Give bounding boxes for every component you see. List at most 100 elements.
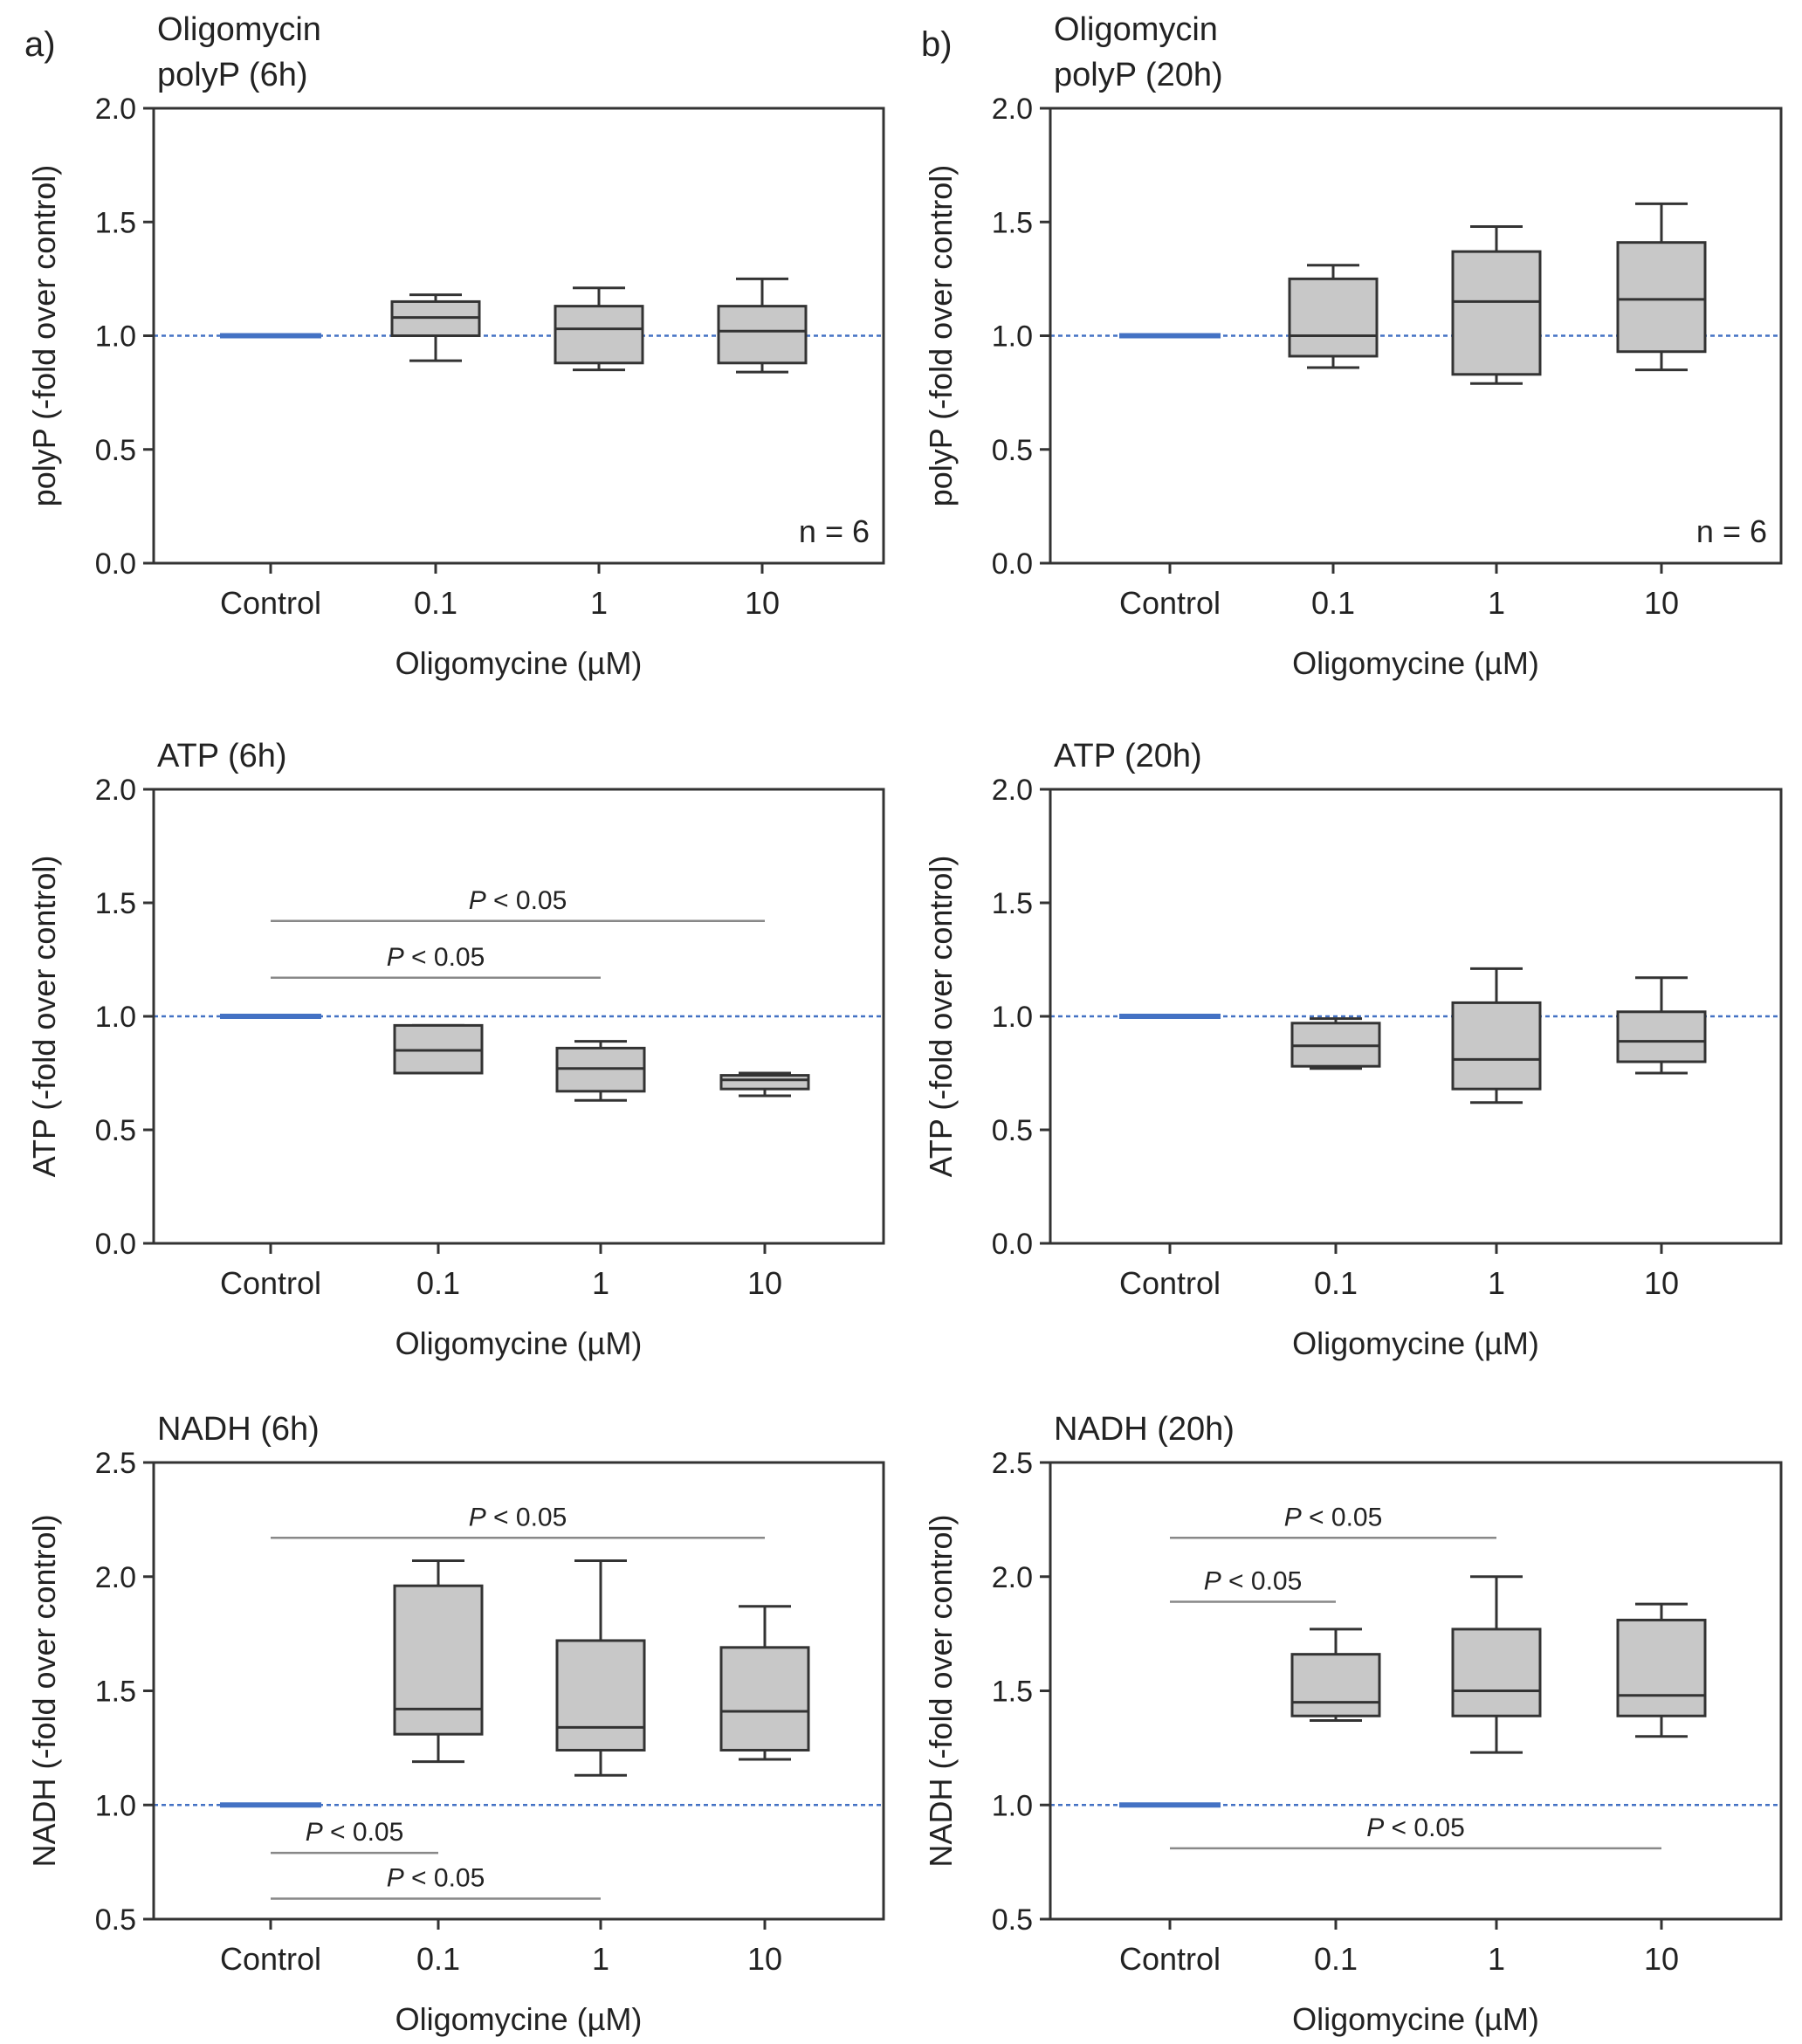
x-tick-label: Control (220, 1265, 321, 1301)
significance-label: P < 0.05 (1366, 1813, 1465, 1842)
y-tick-label: 1.0 (992, 1789, 1033, 1822)
significance-text: < 0.05 (1302, 1503, 1383, 1531)
box-0.1 (393, 1023, 484, 1075)
significance-text: < 0.05 (404, 1863, 485, 1892)
box-body (1451, 1628, 1542, 1717)
y-tick-label: 1.5 (95, 206, 136, 239)
panel-title: NADH (20h) (1054, 1411, 1235, 1448)
panel-4: ATP (20h) 0.0 0.5 1.0 1.5 2.0 Control 0.1 1 10 Oli… (923, 738, 1783, 1361)
box-1 (555, 1559, 646, 1777)
significance-p: P (469, 1503, 486, 1531)
significance-p: P (469, 886, 486, 915)
box-0.1 (390, 293, 481, 362)
panel-3: ATP (6h)P < 0.05P < 0.050.00.51.01.52.0C… (26, 738, 885, 1361)
significance-p: P (387, 943, 404, 972)
y-tick-label: 0.0 (95, 547, 136, 581)
x-tick-label: 10 (1644, 1265, 1679, 1301)
panel-title: ATP (20h) (1054, 738, 1202, 774)
y-tick-label: 2.0 (95, 93, 136, 126)
x-tick-label: 10 (1644, 1941, 1679, 1977)
box-body (554, 305, 644, 365)
x-tick-label: 0.1 (1314, 1941, 1358, 1977)
x-tick-label: 0.1 (416, 1265, 460, 1301)
box-body (717, 305, 808, 365)
significance-label: P < 0.05 (306, 1818, 404, 1847)
panel-5: NADH (6h)P < 0.05P < 0.05P < 0.050.51.01… (26, 1411, 885, 2037)
panel-letter: a) (24, 25, 56, 64)
y-tick-label: 0.5 (95, 1114, 136, 1147)
box-0.1 (1288, 264, 1379, 369)
x-axis-title: Oligomycine (µM) (395, 645, 643, 681)
significance-label: P < 0.05 (1204, 1567, 1303, 1596)
box-10 (1616, 976, 1707, 1075)
significance-text: < 0.05 (1221, 1567, 1303, 1596)
y-tick-label: 2.0 (95, 1561, 136, 1594)
panel-title: ATP (6h) (157, 738, 287, 774)
box-body (1288, 277, 1379, 358)
y-axis-title: polyP (-fold over control) (923, 165, 959, 507)
box-body (1616, 1010, 1707, 1063)
x-tick-label: Control (220, 1941, 321, 1977)
significance-p: P (387, 1863, 404, 1892)
x-tick-label: 0.1 (416, 1941, 460, 1977)
x-axis-title: Oligomycine (µM) (395, 2001, 643, 2037)
y-tick-label: 0.0 (95, 1228, 136, 1261)
y-tick-label: 1.0 (992, 1001, 1033, 1034)
x-tick-label: 1 (1488, 1941, 1505, 1977)
y-tick-label: 0.5 (95, 434, 136, 467)
y-axis-title: polyP (-fold over control) (26, 165, 62, 507)
box-10 (719, 1071, 810, 1098)
box-0.1 (1290, 1628, 1381, 1722)
y-tick-label: 1.5 (95, 1676, 136, 1709)
y-tick-label: 2.5 (95, 1447, 136, 1480)
y-tick-label: 0.0 (992, 547, 1033, 581)
panel-6: NADH (20h)P < 0.05P < 0.05P < 0.050.51.0… (923, 1411, 1783, 2037)
y-tick-label: 0.0 (992, 1228, 1033, 1261)
y-tick-label: 1.0 (992, 320, 1033, 354)
y-tick-label: 0.5 (992, 1903, 1033, 1937)
significance-label: P < 0.05 (387, 1863, 485, 1892)
significance-p: P (1204, 1567, 1221, 1596)
y-tick-label: 1.0 (95, 1789, 136, 1822)
y-axis-title: ATP (-fold over control) (923, 856, 959, 1178)
x-tick-label: 10 (747, 1941, 782, 1977)
y-tick-label: 1.5 (992, 1676, 1033, 1709)
box-body (719, 1646, 810, 1752)
x-tick-label: Control (220, 585, 321, 621)
x-tick-label: 10 (1644, 585, 1679, 621)
x-tick-label: 1 (592, 1941, 609, 1977)
sample-size-label: n = 6 (799, 513, 870, 549)
significance-label: P < 0.05 (387, 943, 485, 972)
panel-2: b) Oligomycin polyP (20h) 0.0 0.5 1.0 1.5 2.0 Co… (921, 11, 1783, 681)
y-tick-label: 2.5 (992, 1447, 1033, 1480)
x-axis-title: Oligomycine (µM) (1292, 2001, 1539, 2037)
box-1 (554, 286, 644, 372)
y-tick-label: 1.0 (95, 320, 136, 354)
box-1 (1451, 224, 1542, 385)
x-axis-title: Oligomycine (µM) (1292, 1325, 1539, 1361)
x-axis-title: Oligomycine (µM) (395, 1325, 643, 1361)
box-body (555, 1639, 646, 1752)
panel-title: Oligomycin (157, 11, 321, 48)
significance-label: P < 0.05 (469, 1503, 567, 1531)
box-body (1290, 1653, 1381, 1717)
y-axis-title: NADH (-fold over control) (923, 1514, 959, 1867)
significance-label: P < 0.05 (1284, 1503, 1383, 1531)
y-tick-label: 1.5 (992, 206, 1033, 239)
box-body (719, 1074, 810, 1091)
sample-size-label: n = 6 (1696, 513, 1767, 549)
x-tick-label: 1 (1488, 1265, 1505, 1301)
significance-text: < 0.05 (486, 1503, 567, 1531)
x-tick-label: 10 (747, 1265, 782, 1301)
x-tick-label: Control (1119, 585, 1221, 621)
y-tick-label: 0.5 (992, 434, 1033, 467)
box-body (1451, 250, 1542, 376)
panel-title: Oligomycin (1054, 11, 1218, 48)
significance-text: < 0.05 (404, 943, 485, 972)
box-0.1 (1290, 1017, 1381, 1070)
significance-label: P < 0.05 (469, 886, 567, 915)
panel-1: a) Oligomycin polyP (6h) 0.0 0.5 1.0 1.5 2.0 Con… (24, 11, 885, 681)
significance-p: P (306, 1818, 323, 1847)
box-0.1 (393, 1559, 484, 1764)
